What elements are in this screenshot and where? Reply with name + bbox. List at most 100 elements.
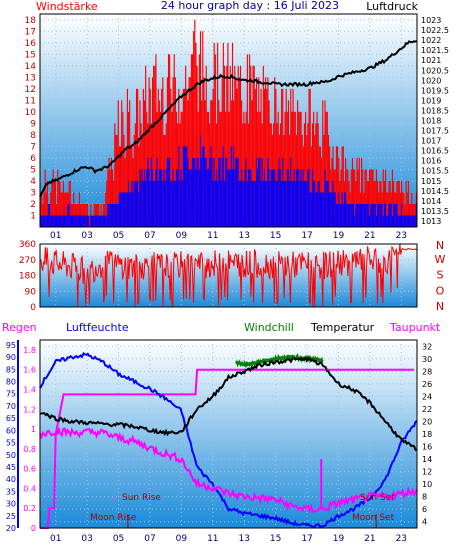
gust-bar	[340, 203, 342, 227]
gust-bar	[127, 180, 130, 227]
wind-bar	[237, 65, 239, 227]
gust-bar	[238, 180, 240, 227]
gust-bar	[180, 169, 182, 227]
wind-bar	[223, 65, 226, 227]
gust-bar	[169, 157, 171, 227]
gust-bar	[374, 203, 376, 227]
gust-bar	[102, 215, 104, 227]
gust-bar	[95, 215, 98, 227]
gust-bar	[225, 157, 227, 227]
gust-bar	[228, 169, 230, 227]
gust-bar	[121, 192, 123, 227]
gust-bar	[122, 192, 124, 227]
gust-bar	[311, 169, 314, 227]
wind-bar	[322, 100, 324, 227]
gust-bar	[332, 180, 334, 227]
wind-bar	[341, 146, 343, 227]
gust-bar	[173, 180, 175, 227]
wind-bar	[130, 146, 132, 227]
wind-bar	[58, 180, 60, 227]
gust-bar	[149, 180, 151, 227]
gust-bar	[377, 203, 379, 227]
wind-bar	[142, 88, 144, 228]
wind-bar	[193, 31, 195, 228]
gust-bar	[379, 203, 381, 227]
gust-bar	[275, 180, 277, 227]
wind-bar	[235, 77, 237, 227]
gust-bar	[343, 192, 346, 227]
temperature-frame	[39, 339, 418, 529]
wind-bar	[135, 88, 138, 228]
gust-bar	[109, 203, 111, 227]
wind-bar	[351, 157, 354, 227]
gust-bar	[342, 203, 344, 227]
gust-bar	[165, 169, 167, 227]
compass-label: S	[437, 269, 444, 282]
gust-bar	[326, 180, 328, 227]
gust-bar	[148, 169, 150, 227]
gust-bar	[295, 169, 298, 227]
wind-bar	[342, 146, 344, 227]
gust-bar	[367, 203, 370, 227]
gust-bar	[365, 203, 367, 227]
gust-bar	[202, 146, 204, 227]
wind-bar	[266, 88, 268, 228]
wind-bar	[258, 77, 260, 227]
direction-tick-label: 360	[19, 240, 36, 250]
wind-bar	[54, 180, 56, 227]
wind-bar	[106, 180, 108, 227]
temperature-tick-label: 6	[422, 505, 427, 514]
wind-pressure-marks	[39, 19, 418, 228]
gust-bar	[66, 215, 68, 227]
wind-bar	[125, 146, 127, 227]
gust-bar	[361, 203, 363, 227]
wind-bar	[155, 54, 157, 227]
gust-bar	[85, 215, 87, 227]
gust-bar	[310, 192, 312, 227]
gust-bar	[107, 203, 109, 227]
wind-bar	[45, 192, 47, 227]
rain-tick-label: 1.4	[23, 385, 36, 394]
gust-bar	[261, 157, 263, 227]
rain-tick-label: 0.4	[23, 484, 36, 493]
gust-bar	[403, 215, 405, 227]
gust-bar	[140, 180, 142, 227]
gust-bar	[222, 146, 224, 227]
wind-bar	[386, 192, 388, 227]
wind-bar	[403, 192, 405, 227]
wind-bar	[53, 180, 55, 227]
gust-bar	[348, 203, 350, 227]
temperature-tick-label: 22	[422, 405, 432, 414]
gust-bar	[154, 180, 156, 227]
gust-bar	[123, 192, 125, 227]
gust-bar	[407, 215, 410, 227]
gust-bar	[287, 169, 290, 227]
temperature-tick-label: 30	[422, 355, 432, 364]
gust-bar	[231, 169, 234, 227]
gust-bar	[372, 203, 374, 227]
direction-tick-label: 270	[19, 256, 36, 266]
gust-bar	[245, 157, 247, 227]
gust-bar	[210, 146, 212, 227]
gust-bar	[338, 192, 340, 227]
wind-bar	[405, 180, 407, 227]
wind-bar	[111, 169, 114, 227]
wind-bar	[214, 54, 216, 227]
gust-bar	[110, 203, 112, 227]
gust-bar	[313, 180, 315, 227]
wind-tick-label: 11	[25, 96, 36, 106]
wind-bar	[364, 169, 366, 227]
gust-bar	[345, 192, 347, 227]
gust-bar	[198, 169, 200, 227]
humidity-line	[39, 352, 418, 529]
rain-tick-label: 0.8	[23, 445, 36, 454]
gust-bar	[61, 215, 63, 227]
gust-bar	[413, 215, 415, 227]
wind-bar	[346, 169, 348, 227]
gust-bar	[166, 157, 168, 227]
rain-tick-label: 1.6	[23, 366, 36, 375]
gust-bar	[385, 203, 387, 227]
wind-tick-label: 6	[30, 154, 36, 164]
gust-bar	[60, 215, 62, 227]
